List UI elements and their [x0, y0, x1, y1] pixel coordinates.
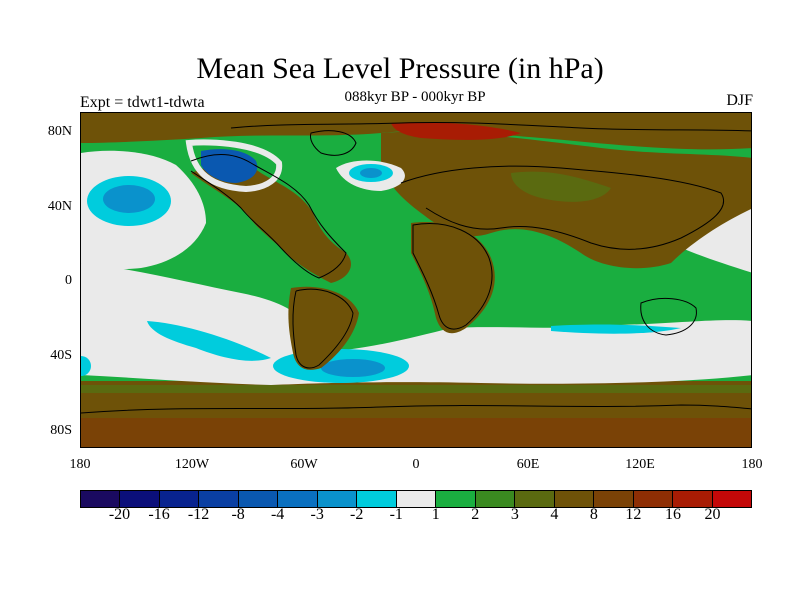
coast-south-america: [292, 288, 354, 369]
x-tick-180e: 180: [741, 457, 763, 472]
coast-north-america: [190, 154, 347, 279]
north-atlantic-lightblue: [360, 168, 382, 178]
colorbar-cell: [673, 491, 713, 507]
colorbar-cell: [633, 491, 674, 507]
y-tick-80n: 80N: [47, 124, 72, 139]
north-pacific-lightblue: [103, 185, 155, 213]
south-west-pacific-cyan: [81, 356, 91, 376]
colorbar-cell: [554, 491, 595, 507]
pressure-map: [80, 112, 752, 448]
colorbar-cell: [199, 491, 239, 507]
colorbar-label: -12: [187, 506, 210, 523]
canada-low-white: [185, 139, 283, 193]
colorbar-label: 12: [625, 506, 642, 523]
colorbar-cell: [238, 491, 279, 507]
colorbar-cell: [317, 491, 358, 507]
x-tick-120w: 120W: [174, 457, 210, 472]
coast-antarctica: [81, 404, 751, 414]
colorbar-label: -1: [389, 506, 403, 523]
y-tick-0: 0: [65, 273, 72, 288]
south-pacific-cyan: [147, 321, 271, 361]
coast-arctic: [230, 121, 751, 132]
colorbar-cell: [594, 491, 634, 507]
colorbar-label: 1: [431, 506, 440, 523]
colorbar-cell: [436, 491, 476, 507]
africa-brown: [411, 222, 495, 334]
colorbar-cell: [712, 491, 751, 507]
colorbar-cell: [475, 491, 516, 507]
coast-greenland: [310, 130, 357, 156]
canada-low-blue: [201, 149, 258, 183]
colorbar-cell: [396, 491, 437, 507]
chart-title: Mean Sea Level Pressure (in hPa): [196, 52, 604, 85]
southern-darkbrown-band: [81, 418, 751, 447]
colorbar-cell: [515, 491, 555, 507]
south-america-brown: [288, 286, 359, 370]
colorbar-label: -4: [270, 506, 285, 523]
y-tick-80s: 80S: [50, 423, 72, 438]
x-tick-120e: 120E: [625, 457, 655, 472]
colorbar-label: -20: [108, 506, 131, 523]
colorbar-cell: [278, 491, 318, 507]
southern-olive-band: [81, 385, 751, 393]
chart-subtitle: 088kyr BP - 000kyr BP: [344, 89, 486, 105]
experiment-label: Expt = tdwt1-tdwta: [80, 94, 205, 111]
colorbar-label: -16: [148, 506, 170, 523]
colorbar-label: 8: [589, 506, 598, 523]
colorbar-label: 4: [550, 506, 559, 523]
colorbar-label: -3: [310, 506, 324, 523]
coast-africa: [412, 223, 493, 330]
europe-olive: [511, 171, 611, 202]
y-tick-40s: 40S: [50, 348, 72, 363]
colorbar-cell: [159, 491, 200, 507]
colorbar-label: 16: [664, 506, 681, 523]
colorbar-label: 3: [510, 506, 519, 523]
south-pacific-white: [81, 263, 306, 353]
colorbar-cell: [81, 491, 121, 507]
map-svg: [81, 113, 751, 447]
colorbar-cell: [120, 491, 160, 507]
season-label: DJF: [726, 92, 753, 109]
coast-australia: [640, 297, 697, 336]
colorbar: [80, 490, 752, 508]
x-tick-0: 0: [412, 457, 420, 472]
arctic-red: [391, 122, 521, 140]
colorbar-label: 20: [704, 506, 721, 523]
colorbar-cell: [357, 491, 397, 507]
colorbar-label: -2: [350, 506, 364, 523]
arctic-brown: [81, 113, 751, 150]
south-atlantic-lightblue: [321, 359, 385, 377]
colorbar-label: 2: [471, 506, 480, 523]
x-tick-60e: 60E: [516, 457, 540, 472]
x-tick-180w: 180: [69, 457, 91, 472]
north-america-brown: [191, 163, 351, 283]
coast-eurasia: [400, 165, 724, 250]
colorbar-label: -8: [231, 506, 245, 523]
y-tick-40n: 40N: [47, 199, 72, 214]
x-tick-60w: 60W: [290, 457, 318, 472]
